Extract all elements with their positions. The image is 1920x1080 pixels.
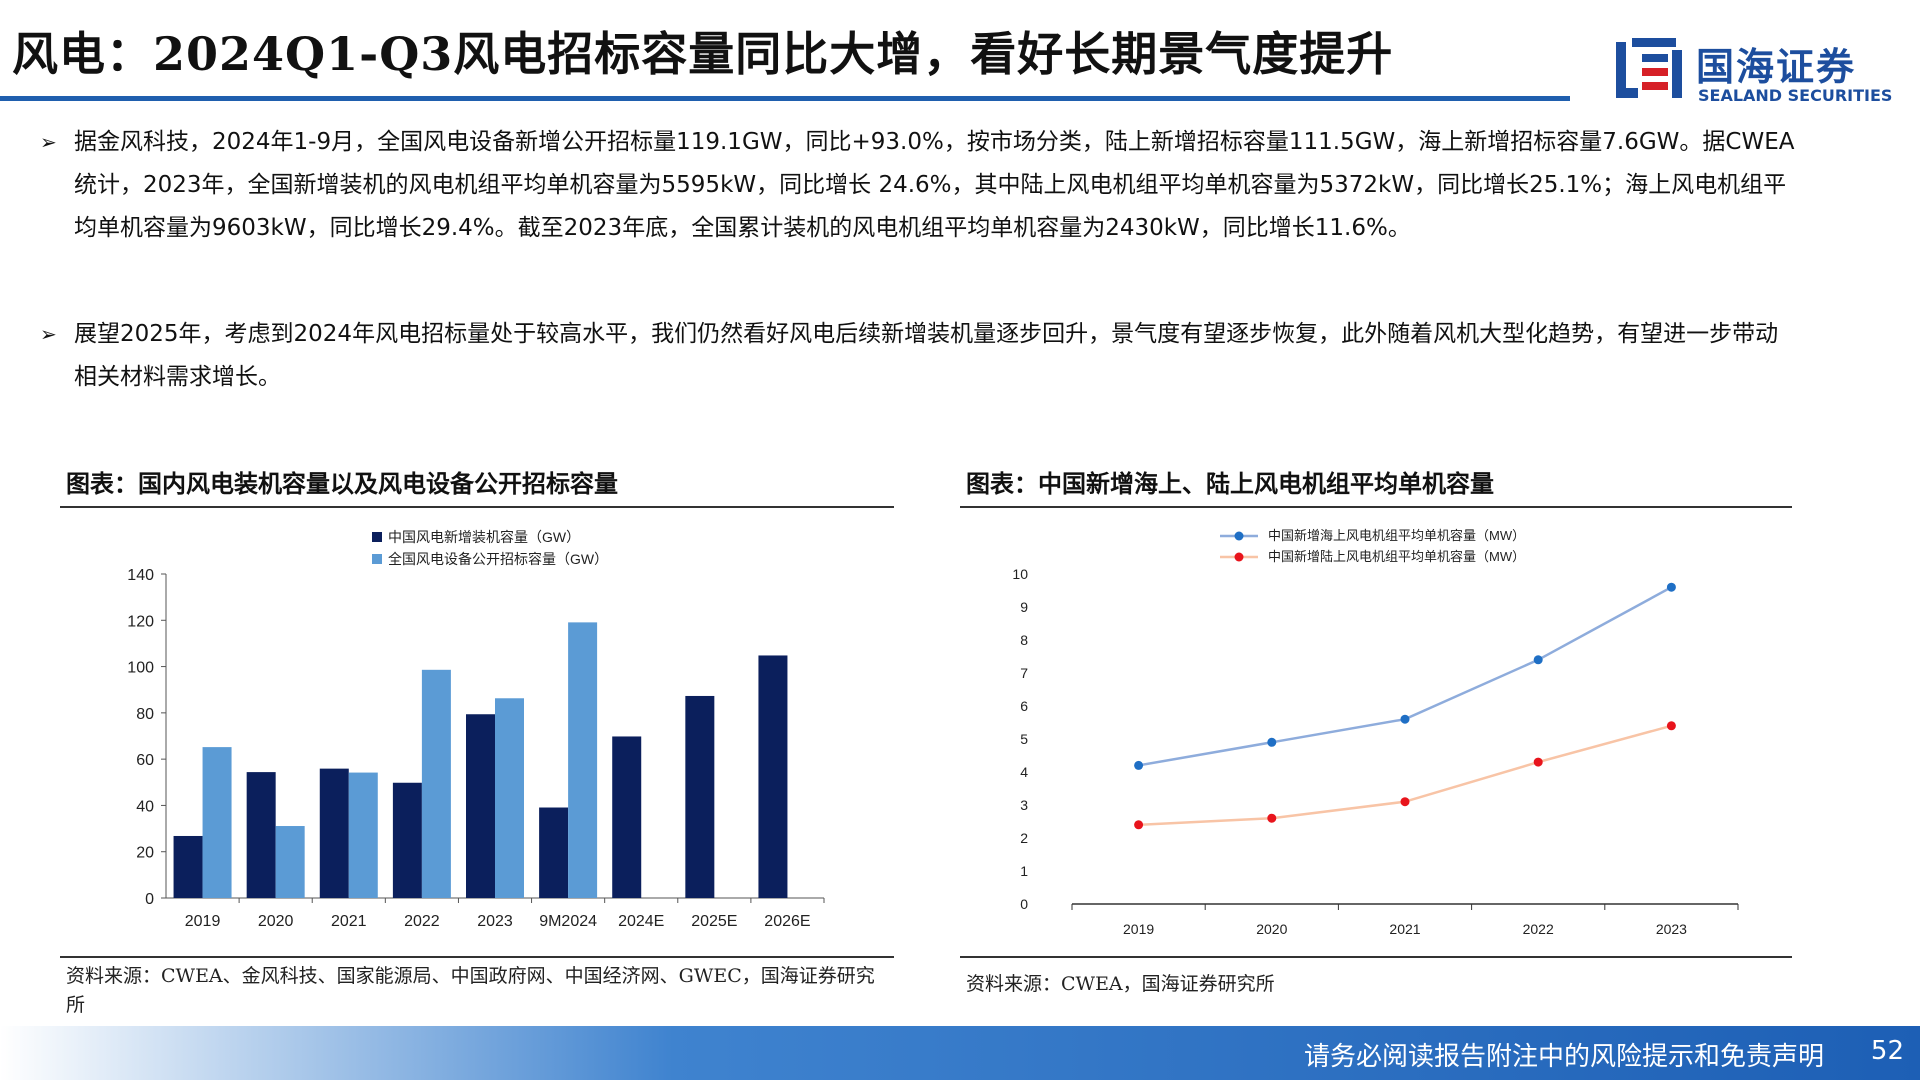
footer-disclaimer: 请务必阅读报告附注中的风险提示和免责声明 xyxy=(1303,1042,1824,1072)
divider xyxy=(960,506,1792,508)
data-point xyxy=(1267,737,1277,747)
bullet-text: 展望2025年，考虑到2024年风电招标量处于较高水平，我们仍然看好风电后续新增… xyxy=(74,321,1779,390)
x-tick-label: 2024E xyxy=(618,913,664,930)
bullet-text: 据金风科技，2024年1-9月，全国风电设备新增公开招标量119.1GW，同比+… xyxy=(74,129,1795,241)
data-point xyxy=(1400,797,1410,807)
data-point xyxy=(1267,813,1277,823)
bar xyxy=(202,747,232,898)
bar xyxy=(758,655,788,898)
y-tick-label: 0 xyxy=(1020,896,1028,912)
y-tick-label: 2 xyxy=(1020,830,1028,846)
title-underline xyxy=(0,96,1570,101)
bar xyxy=(685,695,715,898)
y-tick-label: 60 xyxy=(136,752,154,769)
page-number: 52 xyxy=(1870,1036,1904,1066)
bullet-paragraph: ➢ 据金风科技，2024年1-9月，全国风电设备新增公开招标量119.1GW，同… xyxy=(40,121,1800,250)
y-tick-label: 10 xyxy=(1012,566,1028,582)
data-point xyxy=(1134,820,1144,830)
y-tick-label: 7 xyxy=(1020,665,1028,681)
bullet-marker: ➢ xyxy=(40,322,57,346)
left-chart-source: 资料来源：CWEA、金风科技、国家能源局、中国政府网、中国经济网、GWEC，国海… xyxy=(66,965,875,1016)
legend-swatch xyxy=(372,532,382,542)
brand-name-cn: 国海证券 xyxy=(1696,45,1857,89)
x-tick-label: 2020 xyxy=(258,913,294,930)
legend-label: 中国风电新增装机容量（GW） xyxy=(388,529,580,545)
y-tick-label: 3 xyxy=(1020,797,1028,813)
bar xyxy=(466,714,495,898)
bar xyxy=(319,768,349,898)
y-tick-label: 120 xyxy=(127,613,154,630)
y-tick-label: 4 xyxy=(1020,764,1028,780)
bar xyxy=(392,782,422,898)
bar xyxy=(568,622,598,898)
legend-label: 全国风电设备公开招标容量（GW） xyxy=(388,551,608,567)
legend-swatch xyxy=(372,554,382,564)
right-chart-heading: 图表：中国新增海上、陆上风电机组平均单机容量 xyxy=(966,469,1494,498)
legend-label: 中国新增陆上风电机组平均单机容量（MW） xyxy=(1268,549,1525,564)
legend-marker xyxy=(1234,531,1244,541)
y-tick-label: 1 xyxy=(1020,863,1028,879)
bar xyxy=(246,772,276,898)
data-point xyxy=(1533,757,1543,767)
x-tick-label: 2019 xyxy=(1123,921,1154,937)
divider xyxy=(960,956,1792,958)
series-line xyxy=(1138,586,1672,767)
bar xyxy=(173,835,203,898)
data-point xyxy=(1134,760,1144,770)
y-tick-label: 20 xyxy=(136,845,154,862)
x-tick-label: 2023 xyxy=(1656,921,1687,937)
y-tick-label: 100 xyxy=(127,660,154,677)
data-point xyxy=(1400,714,1410,724)
y-tick-label: 5 xyxy=(1020,731,1028,747)
data-point xyxy=(1666,582,1676,592)
bar xyxy=(495,698,524,898)
legend-label: 中国新增海上风电机组平均单机容量（MW） xyxy=(1268,528,1525,543)
divider xyxy=(60,956,894,958)
bullet-marker: ➢ xyxy=(40,130,57,154)
y-tick-label: 80 xyxy=(136,706,154,723)
y-tick-label: 8 xyxy=(1020,632,1028,648)
bar xyxy=(612,736,642,898)
right-chart-source: 资料来源：CWEA，国海证券研究所 xyxy=(966,973,1275,995)
y-tick-label: 9 xyxy=(1020,599,1028,615)
x-tick-label: 9M2024 xyxy=(539,913,597,930)
x-tick-label: 2021 xyxy=(331,913,367,930)
x-tick-label: 2019 xyxy=(185,913,221,930)
x-tick-label: 2020 xyxy=(1256,921,1287,937)
footer-bar: 请务必阅读报告附注中的风险提示和免责声明 52 xyxy=(0,1026,1920,1080)
x-tick-label: 2023 xyxy=(477,913,513,930)
x-tick-label: 2022 xyxy=(404,913,440,930)
series-line xyxy=(1138,724,1672,827)
bar xyxy=(348,772,378,898)
bar xyxy=(275,826,305,898)
sealand-logo-icon xyxy=(1616,38,1682,98)
bar xyxy=(421,669,451,898)
y-tick-label: 0 xyxy=(145,891,154,908)
divider xyxy=(60,506,894,508)
x-tick-label: 2021 xyxy=(1389,921,1420,937)
bullet-paragraph: ➢ 展望2025年，考虑到2024年风电招标量处于较高水平，我们仍然看好风电后续… xyxy=(40,313,1800,399)
bar xyxy=(539,807,569,898)
y-tick-label: 6 xyxy=(1020,698,1028,714)
left-chart-heading: 图表：国内风电装机容量以及风电设备公开招标容量 xyxy=(66,469,618,498)
data-point xyxy=(1533,655,1543,665)
y-tick-label: 140 xyxy=(127,567,154,584)
brand-name-en: SEALAND SECURITIES xyxy=(1698,86,1893,105)
page-title: 风电：2024Q1-Q3风电招标容量同比大增，看好长期景气度提升 xyxy=(12,27,1394,81)
y-tick-label: 40 xyxy=(136,798,154,815)
bar-chart: 0 20 40 60 80 100 120 140 2019 2020 2021 2022 2023 9M… xyxy=(127,529,825,930)
x-tick-label: 2025E xyxy=(691,913,737,930)
line-chart: 0 1 2 3 4 5 6 7 8 9 10 2019 2020 2021 2022 2023 中国新增海上风电… xyxy=(1012,528,1739,937)
x-tick-label: 2022 xyxy=(1523,921,1554,937)
brand-logo: 国海证券 SEALAND SECURITIES xyxy=(1612,34,1892,106)
x-tick-label: 2026E xyxy=(764,913,810,930)
legend-marker xyxy=(1234,552,1244,562)
data-point xyxy=(1666,721,1676,731)
